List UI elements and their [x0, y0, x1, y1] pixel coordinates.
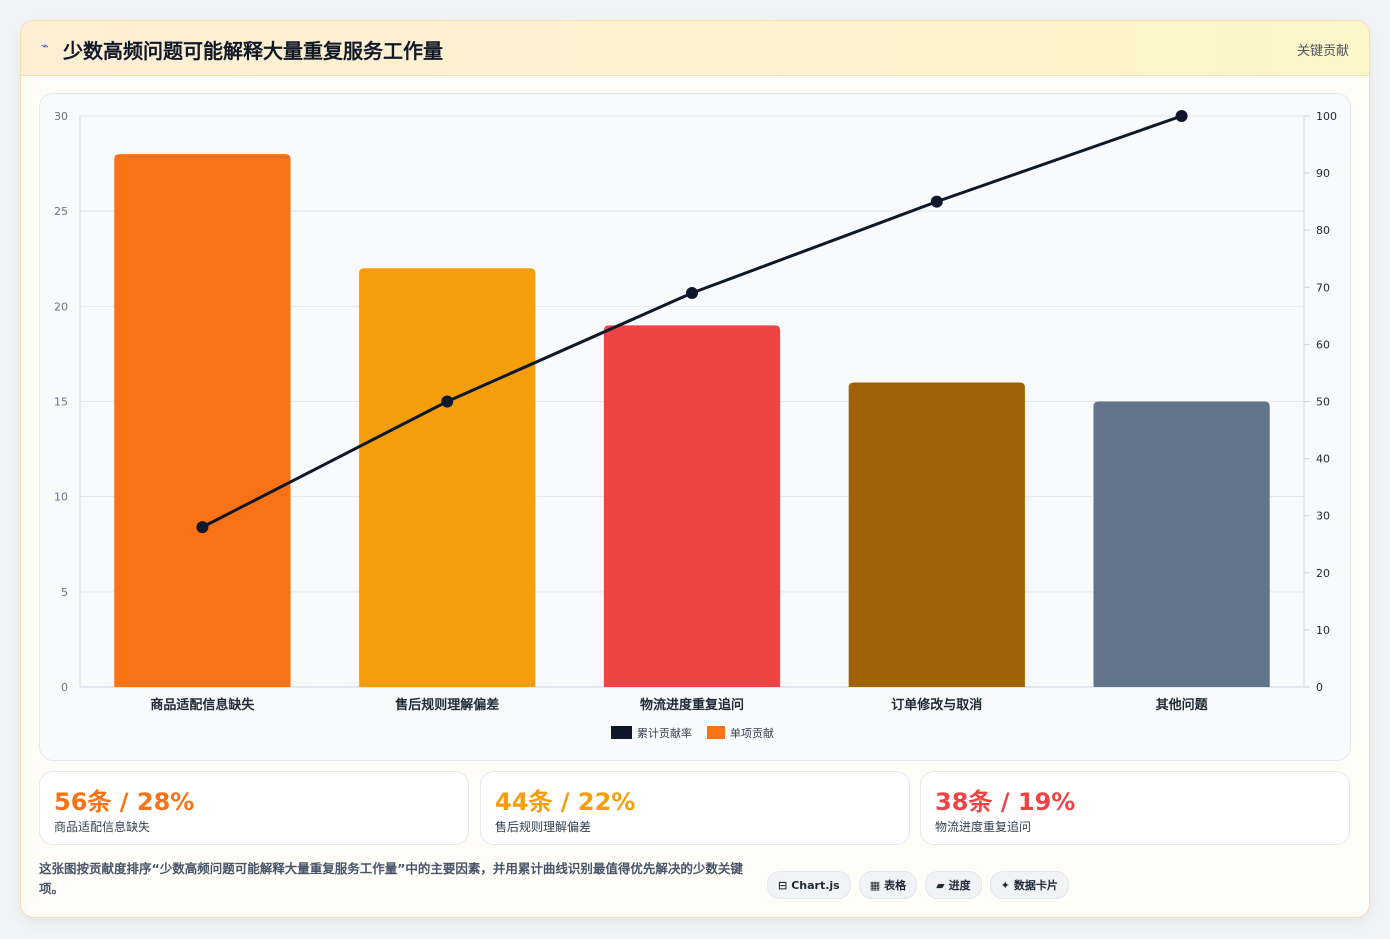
pill-label: 表格 — [884, 879, 907, 892]
y-left-tick-label: 10 — [54, 491, 68, 504]
pill-chartjs[interactable]: ⊟ Chart.js — [767, 871, 851, 899]
cumulative-point — [686, 287, 698, 300]
x-category-label: 其他问题 — [1156, 697, 1209, 713]
y-left-tick-label: 25 — [54, 205, 68, 218]
progress-icon: ▰ — [936, 878, 945, 892]
y-right-tick-label: 90 — [1316, 167, 1330, 180]
bar — [359, 268, 536, 687]
x-category-label: 售后规则理解偏差 — [395, 697, 499, 713]
card-header: ⌁ 少数高频问题可能解释大量重复服务工作量 关键贡献 — [21, 21, 1369, 76]
report-card: ⌁ 少数高频问题可能解释大量重复服务工作量 关键贡献 0 5 10 15 20 25 30 0… — [20, 20, 1370, 918]
cumulative-point — [196, 521, 209, 534]
page-title: 少数高频问题可能解释大量重复服务工作量 — [63, 39, 443, 63]
bar — [603, 325, 781, 687]
pill-table[interactable]: ▦ 表格 — [858, 871, 918, 899]
y-left-tick-label: 20 — [54, 300, 68, 313]
x-category-label: 订单修改与取消 — [891, 697, 982, 713]
x-category-label: 商品适配信息缺失 — [150, 697, 255, 713]
y-right-tick-label: 0 — [1316, 681, 1323, 694]
bar — [1093, 401, 1270, 687]
stat-card-2: 44条 / 22% 售后规则理解偏差 — [480, 771, 910, 845]
cumulative-point — [1175, 110, 1188, 122]
bolt-icon: ⌁ — [41, 39, 49, 54]
y-right-tick-label: 20 — [1316, 567, 1330, 580]
cumulative-point — [441, 395, 454, 408]
pill-label: 进度 — [948, 879, 971, 892]
y-left-tick-label: 0 — [61, 681, 68, 694]
legend-swatch-single — [707, 726, 725, 739]
pill-progress[interactable]: ▰ 进度 — [925, 871, 982, 899]
y-right-tick-label: 80 — [1316, 224, 1330, 237]
legend-label: 累计贡献率 — [637, 726, 692, 740]
stat-value: 56条 / 28% — [54, 788, 195, 816]
chart-panel: 0 5 10 15 20 25 30 0 10 20 30 40 50 60 70 80 90 100 商品适配信息… — [39, 93, 1351, 761]
y-left-tick-label: 30 — [54, 110, 68, 123]
bar — [848, 382, 1025, 687]
stat-value: 38条 / 19% — [935, 788, 1076, 816]
chart-icon: ⊟ — [778, 878, 788, 892]
pill-data-card[interactable]: ✦ 数据卡片 — [989, 871, 1069, 899]
x-category-label: 物流进度重复追问 — [640, 697, 744, 713]
bar — [114, 154, 291, 688]
stat-label: 商品适配信息缺失 — [54, 820, 151, 834]
table-icon: ▦ — [869, 878, 881, 892]
pill-label: 数据卡片 — [1013, 879, 1058, 892]
stat-value: 44条 / 22% — [495, 788, 636, 816]
stat-card-1: 56条 / 28% 商品适配信息缺失 — [39, 771, 469, 845]
chart-description: 这张图按贡献度排序“少数高频问题可能解释大量重复服务工作量”中的主要因素，并用累… — [39, 861, 743, 896]
pareto-chart: 0 5 10 15 20 25 30 0 10 20 30 40 50 60 70 80 90 100 商品适配信息… — [54, 110, 1337, 740]
y-left-tick-label: 5 — [61, 586, 68, 599]
cumulative-point — [930, 195, 943, 208]
stat-card-3: 38条 / 19% 物流进度重复追问 — [920, 771, 1350, 845]
stat-label: 物流进度重复追问 — [935, 820, 1032, 834]
legend-label: 单项贡献 — [730, 726, 774, 740]
y-right-tick-label: 10 — [1316, 624, 1330, 637]
legend-swatch-cumulative — [611, 726, 632, 739]
feature-pills: ⊟ Chart.js ▦ 表格 ▰ 进度 ✦ 数据卡片 — [767, 871, 1069, 899]
y-right-tick-label: 40 — [1316, 453, 1330, 466]
y-right-tick-label: 50 — [1316, 396, 1330, 409]
y-right-tick-label: 70 — [1316, 281, 1330, 294]
header-tag: 关键贡献 — [1296, 44, 1349, 59]
y-right-tick-label: 100 — [1316, 110, 1337, 123]
card-icon: ✦ — [1000, 878, 1010, 892]
y-left-tick-label: 15 — [54, 396, 68, 409]
pill-label: Chart.js — [791, 878, 840, 892]
y-right-tick-label: 30 — [1316, 510, 1330, 523]
stat-label: 售后规则理解偏差 — [495, 820, 592, 834]
y-right-tick-label: 60 — [1316, 338, 1330, 351]
